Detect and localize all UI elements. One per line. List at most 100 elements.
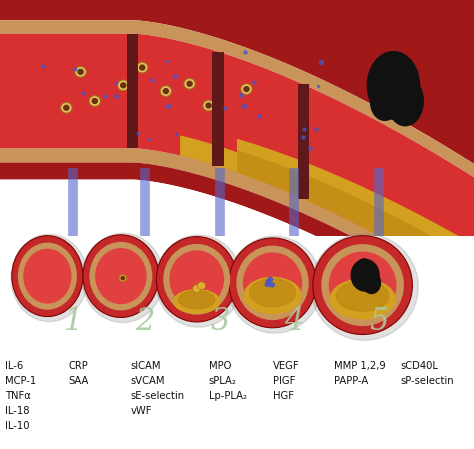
Ellipse shape — [90, 242, 152, 310]
Circle shape — [268, 277, 273, 282]
Circle shape — [266, 279, 271, 284]
Circle shape — [265, 282, 270, 286]
Ellipse shape — [311, 233, 418, 340]
Text: 2: 2 — [135, 305, 154, 337]
Polygon shape — [0, 34, 474, 292]
Ellipse shape — [313, 236, 412, 335]
Text: Lp-PLA₂: Lp-PLA₂ — [209, 391, 246, 401]
Polygon shape — [0, 180, 474, 449]
Circle shape — [119, 275, 127, 282]
Text: sICAM: sICAM — [130, 361, 161, 371]
Polygon shape — [0, 0, 474, 164]
Circle shape — [368, 270, 374, 275]
FancyBboxPatch shape — [298, 84, 309, 199]
Ellipse shape — [12, 236, 83, 317]
Ellipse shape — [23, 249, 72, 304]
Ellipse shape — [156, 237, 237, 322]
Polygon shape — [0, 163, 474, 323]
Text: MPO: MPO — [209, 361, 231, 371]
Circle shape — [198, 282, 206, 290]
Text: sE-selectin: sE-selectin — [130, 391, 184, 401]
FancyBboxPatch shape — [0, 236, 474, 449]
Ellipse shape — [163, 244, 230, 315]
Text: MMP 1,2,9: MMP 1,2,9 — [334, 361, 386, 371]
Ellipse shape — [83, 235, 159, 317]
Ellipse shape — [243, 252, 302, 313]
Circle shape — [78, 70, 83, 74]
Circle shape — [137, 62, 148, 73]
Text: TNFα: TNFα — [5, 391, 30, 401]
Ellipse shape — [330, 279, 395, 319]
Polygon shape — [0, 20, 474, 177]
Ellipse shape — [371, 84, 399, 120]
Ellipse shape — [337, 281, 389, 311]
Text: 4: 4 — [284, 305, 303, 337]
Circle shape — [75, 66, 86, 77]
Ellipse shape — [18, 242, 77, 310]
Ellipse shape — [155, 235, 242, 327]
Ellipse shape — [169, 250, 224, 308]
Circle shape — [118, 80, 129, 91]
Text: 5: 5 — [370, 305, 389, 337]
Ellipse shape — [179, 291, 215, 309]
Circle shape — [192, 285, 201, 292]
FancyBboxPatch shape — [127, 34, 138, 148]
Text: IL-10: IL-10 — [5, 421, 29, 431]
Polygon shape — [237, 150, 474, 292]
Circle shape — [361, 278, 366, 283]
Ellipse shape — [356, 259, 372, 277]
Ellipse shape — [367, 52, 419, 119]
Ellipse shape — [237, 246, 309, 320]
Circle shape — [184, 79, 195, 89]
Circle shape — [270, 283, 274, 287]
Circle shape — [89, 96, 100, 106]
Ellipse shape — [387, 76, 423, 126]
Polygon shape — [0, 148, 474, 306]
Circle shape — [160, 86, 172, 97]
Ellipse shape — [229, 238, 316, 328]
Circle shape — [164, 89, 168, 93]
Circle shape — [121, 83, 126, 88]
Ellipse shape — [11, 234, 88, 321]
Ellipse shape — [363, 272, 381, 294]
Polygon shape — [180, 136, 265, 183]
Text: sVCAM: sVCAM — [130, 376, 165, 386]
Text: 1: 1 — [64, 305, 83, 337]
Circle shape — [187, 81, 192, 86]
Text: VEGF: VEGF — [273, 361, 299, 371]
Text: PlGF: PlGF — [273, 376, 295, 386]
Circle shape — [244, 87, 249, 92]
Circle shape — [64, 106, 69, 110]
Text: MCP-1: MCP-1 — [5, 376, 36, 386]
Text: CRP: CRP — [69, 361, 89, 371]
Ellipse shape — [95, 248, 146, 304]
Circle shape — [365, 272, 370, 277]
Circle shape — [368, 272, 374, 277]
Text: SAA: SAA — [69, 376, 89, 386]
Circle shape — [241, 84, 252, 94]
Text: vWF: vWF — [130, 406, 152, 416]
Circle shape — [203, 100, 214, 111]
Polygon shape — [237, 139, 474, 292]
Ellipse shape — [173, 290, 220, 313]
Text: sP-selectin: sP-selectin — [401, 376, 454, 386]
Text: IL-18: IL-18 — [5, 406, 29, 416]
Ellipse shape — [353, 273, 365, 287]
Ellipse shape — [389, 58, 412, 85]
Circle shape — [206, 103, 211, 108]
Text: HGF: HGF — [273, 391, 293, 401]
Ellipse shape — [244, 277, 301, 313]
Ellipse shape — [329, 251, 396, 319]
Circle shape — [92, 99, 97, 103]
Text: IL-6: IL-6 — [5, 361, 23, 371]
Circle shape — [121, 277, 125, 280]
Text: sCD40L: sCD40L — [401, 361, 438, 371]
Ellipse shape — [228, 236, 321, 333]
Ellipse shape — [321, 244, 404, 326]
Ellipse shape — [250, 279, 295, 307]
Text: PAPP-A: PAPP-A — [334, 376, 368, 386]
Ellipse shape — [351, 260, 379, 291]
Circle shape — [61, 102, 72, 113]
Circle shape — [140, 65, 145, 70]
Text: sPLA₂: sPLA₂ — [209, 376, 237, 386]
